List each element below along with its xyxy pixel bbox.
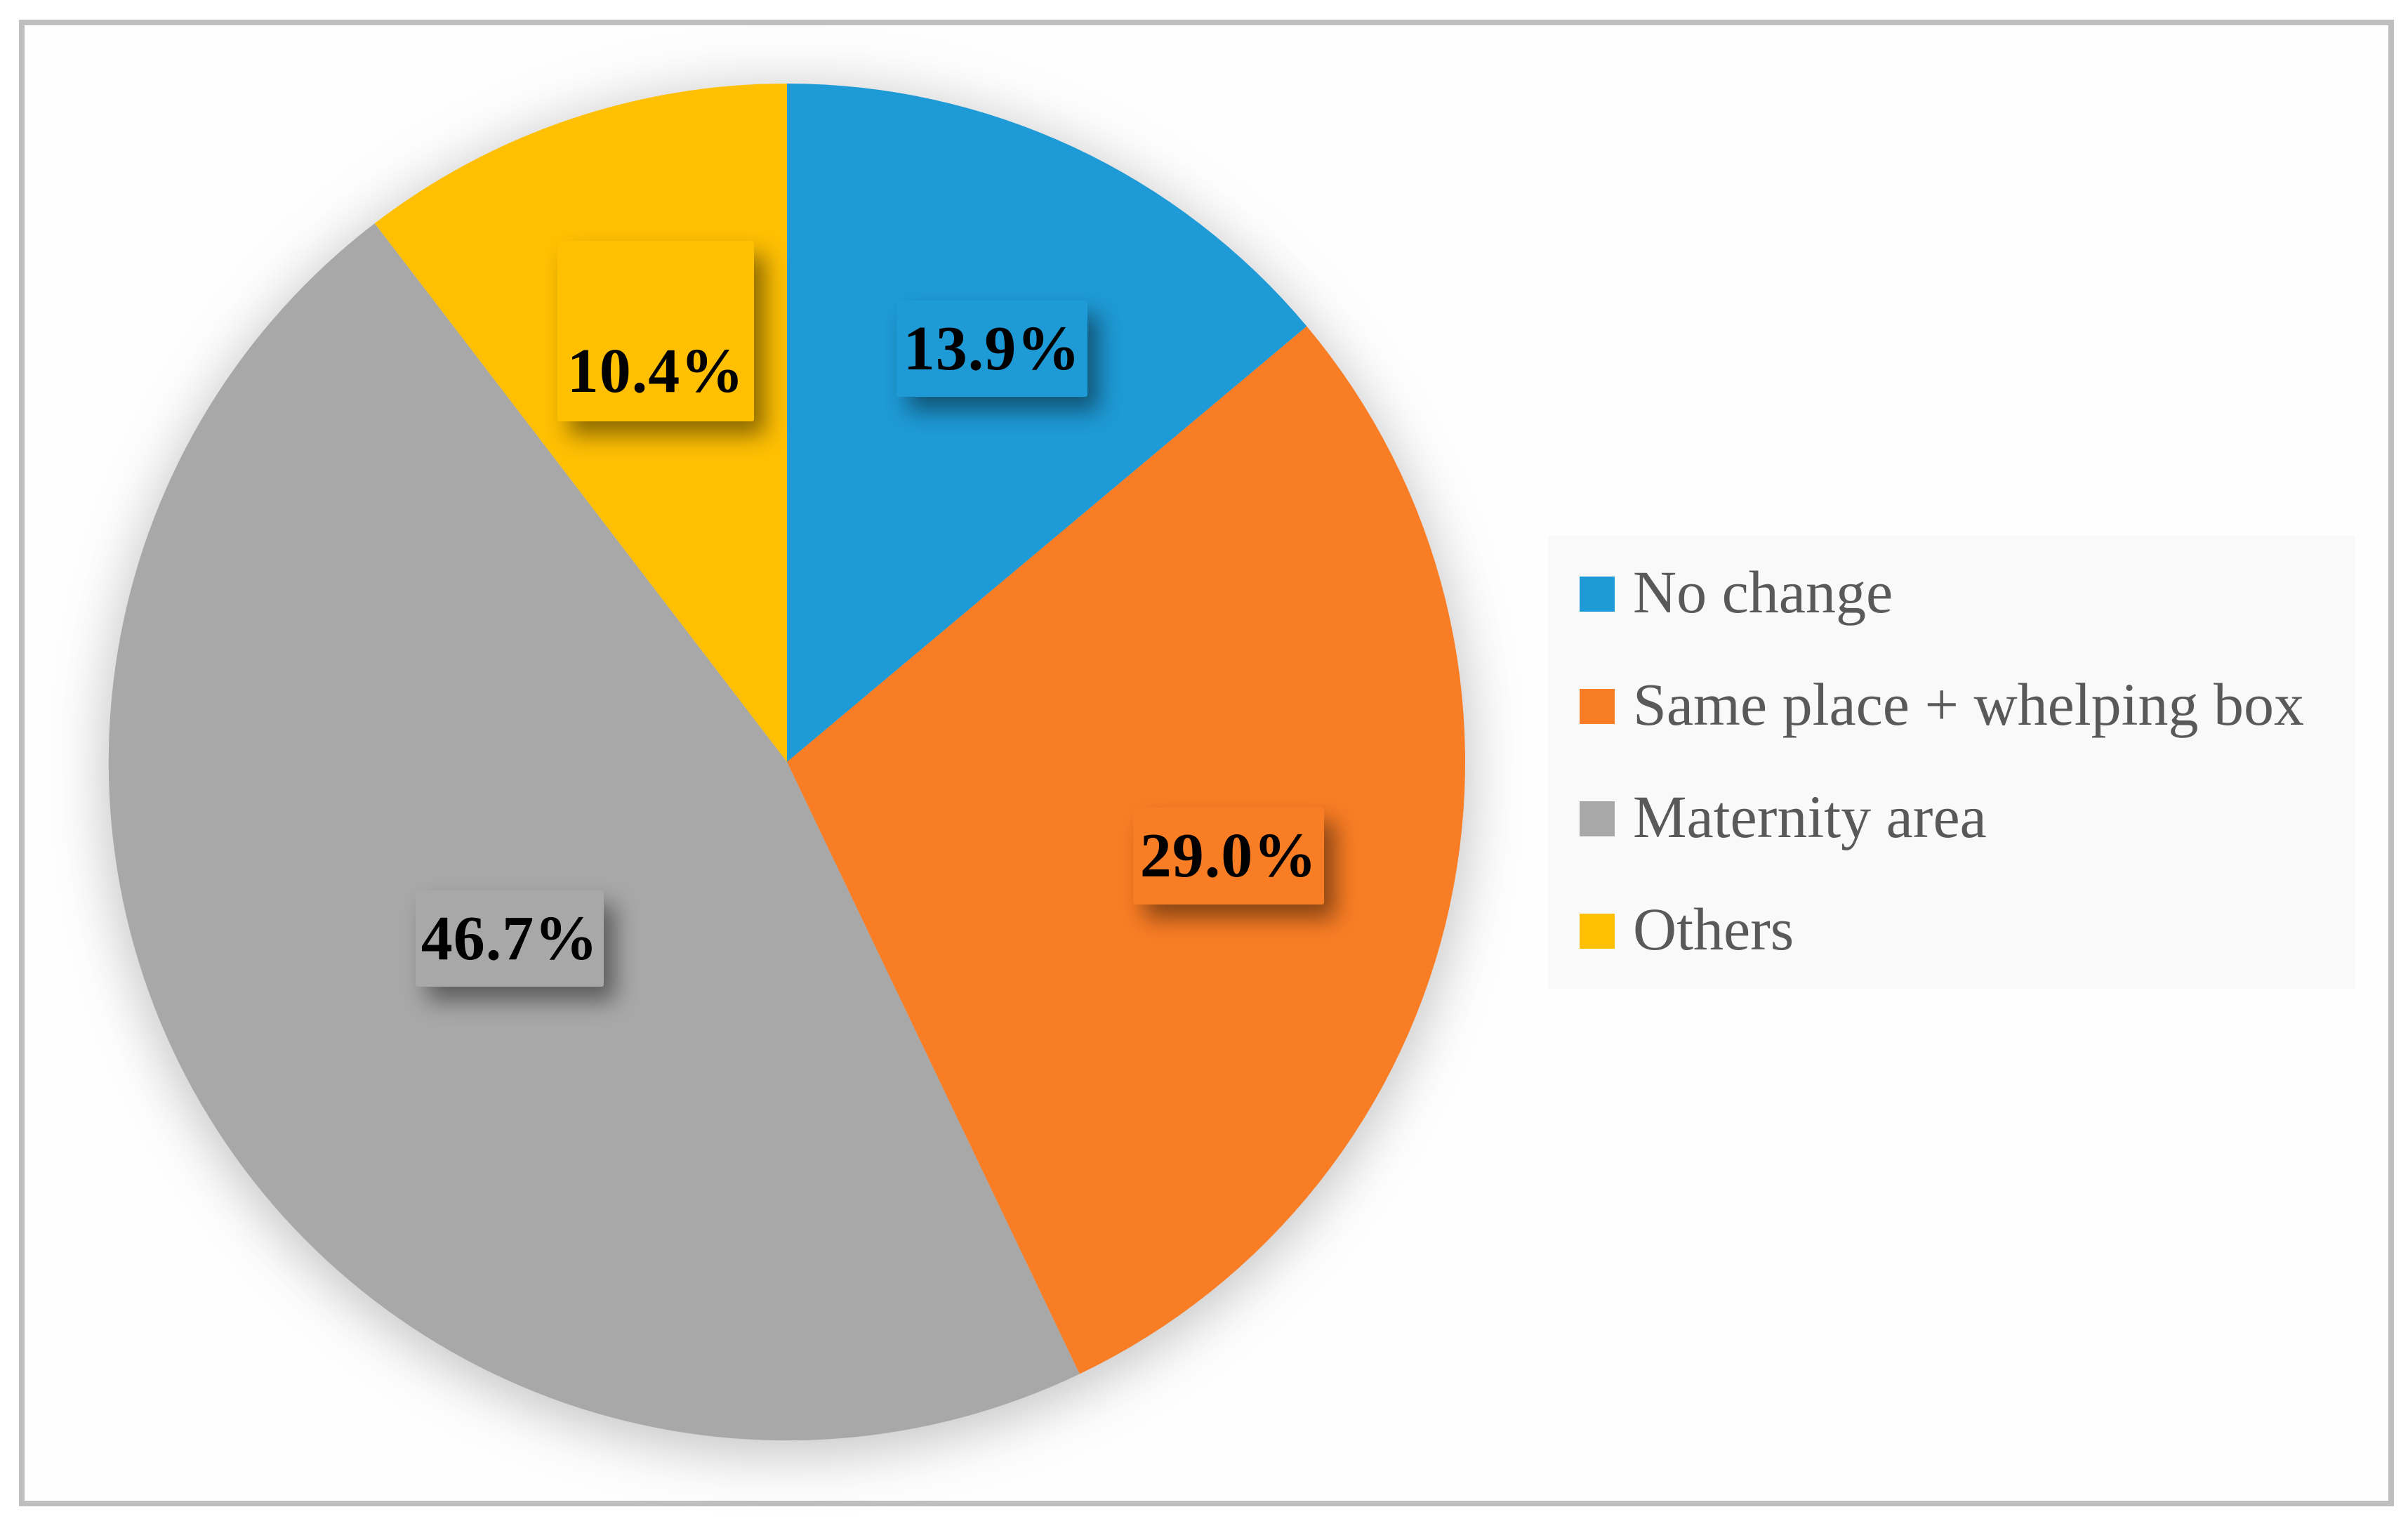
data-label: 10.4%	[557, 241, 754, 421]
legend-swatch-icon	[1580, 576, 1615, 612]
legend-label: No change	[1633, 558, 1893, 626]
data-label: 29.0%	[1133, 808, 1324, 905]
pie-slice-no-change	[787, 84, 1307, 762]
legend-item: No change	[1580, 538, 2355, 650]
legend-label: Maternity area	[1633, 782, 1987, 850]
legend-item: Maternity area	[1580, 763, 2355, 875]
data-label-value: 10.4%	[567, 336, 745, 406]
legend-item: Same place + whelping box	[1580, 650, 2355, 763]
data-label: 13.9%	[897, 301, 1087, 397]
legend-swatch-icon	[1580, 913, 1615, 949]
data-label-value: 13.9%	[903, 313, 1081, 383]
data-label-value: 29.0%	[1139, 821, 1318, 890]
data-label: 46.7%	[416, 890, 604, 987]
pie-slice-same-place-whelping-box	[787, 326, 1465, 1374]
data-label-value: 46.7%	[421, 903, 599, 973]
pie-slice-maternity-area	[108, 223, 1080, 1441]
legend-swatch-icon	[1580, 801, 1615, 836]
legend-label: Others	[1633, 895, 1794, 963]
legend: No change Same place + whelping box Mate…	[1548, 536, 2355, 989]
legend-item: Others	[1580, 875, 2355, 987]
legend-label: Same place + whelping box	[1633, 670, 2305, 738]
legend-swatch-icon	[1580, 688, 1615, 724]
